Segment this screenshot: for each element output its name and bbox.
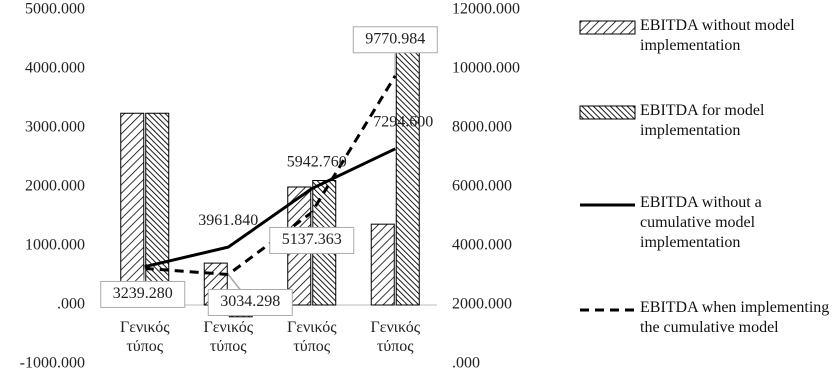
data-label: 5137.363 (282, 231, 342, 248)
bar (145, 112, 170, 306)
y2-tick-label: .000 (452, 355, 480, 372)
data-label: 5942.760 (287, 153, 347, 170)
y2-tick-label: 12000.000 (452, 1, 520, 18)
y-tick-label: 2000.000 (25, 178, 85, 195)
legend-label: EBITDA without model implementation (640, 17, 795, 54)
y2-tick-label: 4000.000 (452, 237, 512, 254)
line (144, 147, 396, 269)
y2-tick-label: 6000.000 (452, 178, 512, 195)
y-tick-label: 3000.000 (25, 119, 85, 136)
bar (120, 112, 145, 306)
data-label: 9770.984 (365, 30, 425, 47)
y-tick-label: 1000.000 (25, 237, 85, 254)
label-box (100, 280, 186, 308)
y-tick-label: -1000.000 (20, 355, 85, 372)
label-box (269, 226, 355, 254)
data-label: 3034.298 (220, 293, 280, 310)
y2-tick-label: 10000.000 (452, 60, 520, 77)
legend-label: EBITDA when implementing the cumulative … (640, 299, 830, 336)
x-tick-label: Γενικός τύπος (119, 319, 170, 355)
y-tick-label: .000 (57, 296, 85, 313)
data-label: 3239.280 (113, 285, 173, 302)
label-box (207, 288, 293, 316)
legend-label: EBITDA without a cumulative model implem… (640, 194, 762, 251)
x-tick-label: Γενικός τύπος (203, 319, 254, 355)
label-box (352, 26, 438, 54)
legend-label: EBITDA for model implementation (640, 102, 765, 139)
bar (370, 223, 395, 306)
data-label: 7294.600 (373, 113, 433, 130)
y-tick-label: 4000.000 (25, 60, 85, 77)
bar (395, 31, 420, 306)
legend-swatch (579, 105, 636, 120)
data-label: 3961.840 (198, 212, 258, 229)
y2-tick-label: 8000.000 (452, 119, 512, 136)
y2-tick-label: 2000.000 (452, 296, 512, 313)
x-tick-label: Γενικός τύπος (370, 319, 421, 355)
y-tick-label: 5000.000 (25, 1, 85, 18)
x-tick-label: Γενικός τύπος (286, 319, 337, 355)
legend-swatch (579, 20, 636, 35)
